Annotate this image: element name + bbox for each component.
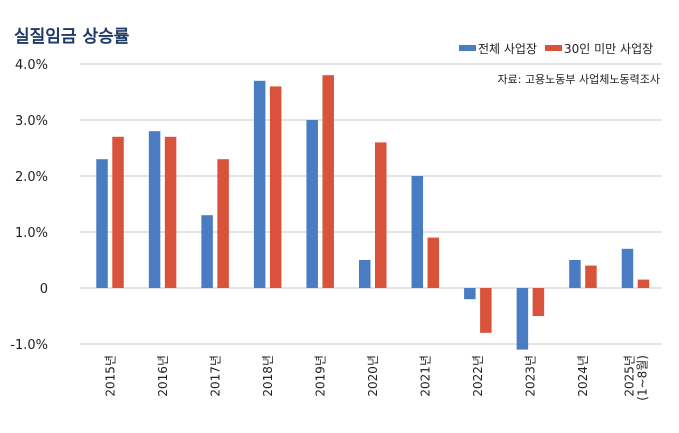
bar-all bbox=[621, 248, 634, 288]
bar-all bbox=[569, 260, 581, 288]
y-axis: -1.0% 0 1.0% 2.0% 3.0% 4.0% bbox=[10, 58, 48, 353]
x-tick-label: 2018년 bbox=[261, 355, 275, 397]
y-tick-label: 1.0% bbox=[15, 226, 48, 241]
bar-under30 bbox=[532, 288, 545, 316]
bar-under30 bbox=[480, 288, 492, 333]
x-tick-label: 2020년 bbox=[366, 355, 380, 397]
y-tick-label: 2.0% bbox=[15, 170, 48, 185]
x-tick-label: 2022년 bbox=[471, 355, 485, 397]
bar-under30 bbox=[112, 136, 124, 288]
legend-label: 30인 미만 사업장 bbox=[564, 42, 653, 56]
y-tick-label: 0 bbox=[40, 282, 48, 297]
y-tick-label: -1.0% bbox=[10, 338, 48, 353]
y-tick-label: 3.0% bbox=[15, 114, 48, 129]
bar-all bbox=[411, 176, 424, 288]
bar-all bbox=[516, 288, 529, 350]
source-note: 자료: 고용노동부 사업체노동력조사 bbox=[498, 73, 661, 86]
bar-under30 bbox=[164, 136, 177, 288]
bar-all bbox=[253, 80, 266, 288]
bar-all bbox=[306, 120, 318, 288]
bar-under30 bbox=[375, 142, 387, 288]
bar-under30 bbox=[637, 279, 650, 288]
x-axis: 2015년 2016년 2017년 2018년 2019년 2020년 2021년 2022년… bbox=[103, 355, 649, 401]
legend-swatch bbox=[545, 45, 563, 51]
bar-under30 bbox=[322, 75, 334, 288]
x-tick-label: 2015년 bbox=[103, 355, 117, 397]
bar-all bbox=[96, 159, 108, 288]
y-tick-label: 4.0% bbox=[15, 58, 48, 73]
bar-all bbox=[148, 131, 161, 288]
bar-under30 bbox=[427, 237, 440, 288]
gridlines bbox=[80, 63, 662, 345]
x-tick-label: 2025년(1~8월) bbox=[623, 355, 650, 401]
x-tick-label: 2017년 bbox=[208, 355, 222, 397]
bar-under30 bbox=[269, 86, 282, 289]
bar-all bbox=[359, 260, 371, 288]
legend: 전체 사업장 30인 미만 사업장 bbox=[459, 42, 653, 56]
x-tick-label: 2019년 bbox=[313, 355, 327, 397]
chart-title: 실질임금 상승률 bbox=[14, 26, 130, 47]
legend-label: 전체 사업장 bbox=[478, 42, 537, 56]
x-tick-label: 2016년 bbox=[156, 355, 170, 397]
x-tick-label: 2021년 bbox=[419, 355, 433, 397]
x-tick-label: 2024년 bbox=[576, 355, 590, 397]
bar-all bbox=[201, 215, 213, 288]
x-tick-label: 2023년 bbox=[524, 355, 538, 397]
bar-under30 bbox=[585, 265, 597, 288]
bar-under30 bbox=[217, 159, 229, 288]
bar-all bbox=[464, 288, 476, 300]
legend-swatch bbox=[459, 45, 476, 51]
bars bbox=[96, 75, 650, 350]
